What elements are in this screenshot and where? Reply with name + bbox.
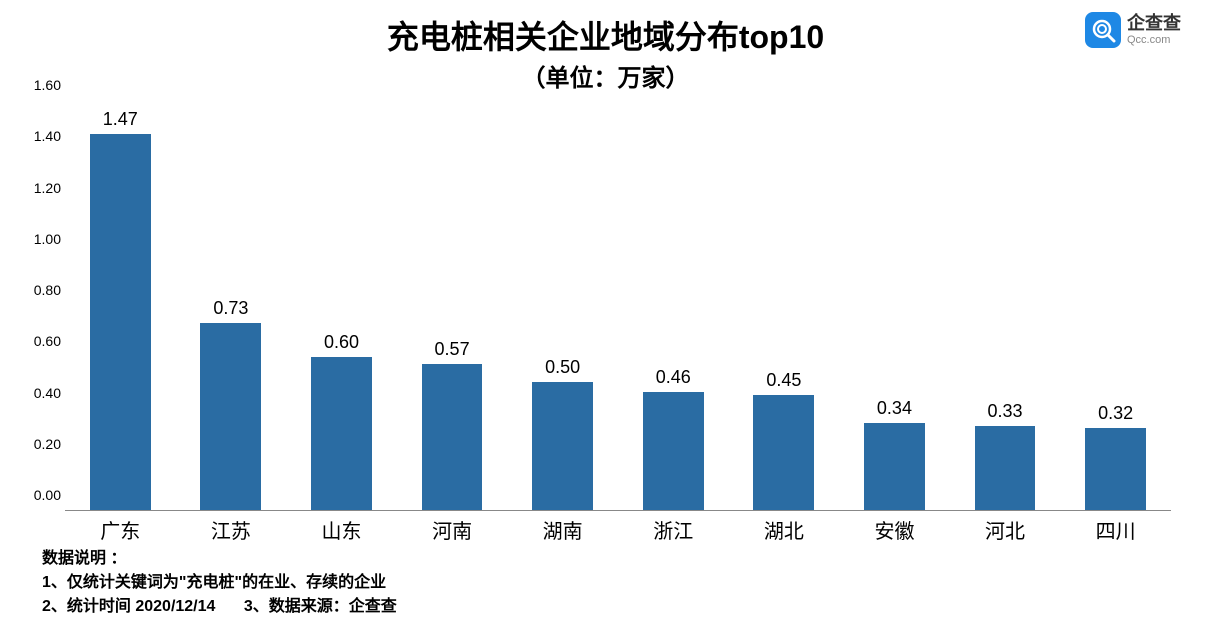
x-category-label: 浙江 <box>618 511 729 541</box>
x-category-label: 安徽 <box>839 511 950 541</box>
y-tick-label: 0.00 <box>26 487 61 503</box>
bars-row: 1.47 0.73 0.60 0.57 0.50 0.46 0.45 0.34 0.33 0.32 <box>65 101 1171 510</box>
logo-cn-text: 企查查 <box>1127 14 1181 34</box>
bar-rect <box>753 395 814 510</box>
notes-line2: 2、统计时间 2020/12/14 3、数据来源：企查查 <box>42 595 1181 619</box>
bar-value-label: 0.32 <box>1098 403 1133 424</box>
title-block: 充电桩相关企业地域分布top10 （单位：万家） <box>30 12 1181 93</box>
bar-slot: 0.46 <box>618 101 729 510</box>
notes-line1: 1、仅统计关键词为"充电桩"的在业、存续的企业 <box>42 571 1181 595</box>
bar-slot: 1.47 <box>65 101 176 510</box>
bar-slot: 0.34 <box>839 101 950 510</box>
chart-area: 0.000.200.400.600.801.001.201.401.60 1.4… <box>65 101 1171 541</box>
y-tick-label: 0.60 <box>26 333 61 349</box>
bar-rect <box>90 134 151 510</box>
bar-slot: 0.45 <box>729 101 840 510</box>
x-category-label: 河北 <box>950 511 1061 541</box>
bar-rect <box>975 426 1036 510</box>
y-tick-label: 1.00 <box>26 231 61 247</box>
y-tick-label: 0.80 <box>26 282 61 298</box>
x-category-label: 四川 <box>1060 511 1171 541</box>
chart-title: 充电桩相关企业地域分布top10 <box>30 12 1181 58</box>
y-tick-label: 0.20 <box>26 436 61 452</box>
bar-rect <box>643 392 704 510</box>
bar-slot: 0.60 <box>286 101 397 510</box>
bar-rect <box>422 364 483 510</box>
bar-value-label: 0.45 <box>766 370 801 391</box>
bar-value-label: 0.60 <box>324 332 359 353</box>
chart-container: 企查查 Qcc.com 充电桩相关企业地域分布top10 （单位：万家） 0.0… <box>0 0 1211 623</box>
x-category-label: 江苏 <box>176 511 287 541</box>
bar-slot: 0.32 <box>1060 101 1171 510</box>
y-axis: 0.000.200.400.600.801.001.201.401.60 <box>30 101 65 511</box>
y-tick-label: 1.40 <box>26 128 61 144</box>
notes-line2a: 2、统计时间 2020/12/14 <box>42 598 215 615</box>
logo-text: 企查查 Qcc.com <box>1127 14 1181 46</box>
x-category-label: 广东 <box>65 511 176 541</box>
bar-slot: 0.33 <box>950 101 1061 510</box>
bar-value-label: 0.46 <box>656 367 691 388</box>
bar-rect <box>311 357 372 510</box>
bar-rect <box>1085 428 1146 510</box>
y-tick-label: 0.40 <box>26 385 61 401</box>
bar-slot: 0.57 <box>397 101 508 510</box>
brand-logo: 企查查 Qcc.com <box>1085 12 1181 48</box>
bar-rect <box>864 423 925 510</box>
x-axis-labels: 广东江苏山东河南湖南浙江湖北安徽河北四川 <box>65 511 1171 541</box>
y-tick-label: 1.60 <box>26 77 61 93</box>
bar-rect <box>532 382 593 510</box>
data-notes: 数据说明 ： 1、仅统计关键词为"充电桩"的在业、存续的企业 2、统计时间 20… <box>42 547 1181 619</box>
logo-en-text: Qcc.com <box>1127 34 1181 46</box>
x-category-label: 河南 <box>397 511 508 541</box>
bar-value-label: 0.73 <box>213 298 248 319</box>
bar-value-label: 0.33 <box>988 401 1023 422</box>
bar-slot: 0.50 <box>507 101 618 510</box>
notes-line2b: 3、数据来源：企查查 <box>244 598 397 615</box>
bar-slot: 0.73 <box>176 101 287 510</box>
bar-rect <box>200 323 261 510</box>
bar-value-label: 1.47 <box>103 109 138 130</box>
x-category-label: 湖南 <box>507 511 618 541</box>
chart-subtitle: （单位：万家） <box>30 58 1181 93</box>
bar-value-label: 0.57 <box>435 339 470 360</box>
bar-value-label: 0.50 <box>545 357 580 378</box>
bar-value-label: 0.34 <box>877 398 912 419</box>
notes-header: 数据说明 ： <box>42 547 1181 571</box>
logo-icon <box>1085 12 1121 48</box>
x-category-label: 山东 <box>286 511 397 541</box>
plot-region: 1.47 0.73 0.60 0.57 0.50 0.46 0.45 0.34 0.33 0.32 <box>65 101 1171 511</box>
x-category-label: 湖北 <box>729 511 840 541</box>
y-tick-label: 1.20 <box>26 180 61 196</box>
